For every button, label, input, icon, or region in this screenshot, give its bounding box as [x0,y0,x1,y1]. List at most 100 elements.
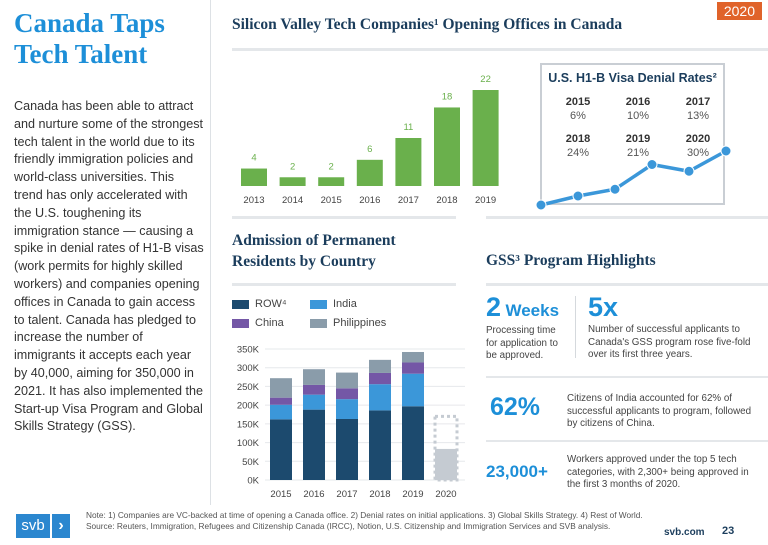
residents-stacked-chart: 0K 50K 100K 150K 200K 250K 300K 350K 2015 2016 201… [237,345,465,500]
page-number: 23 [722,525,735,537]
bar-segment [402,362,424,374]
bar-segment [303,384,325,395]
bar [472,90,499,186]
footnote-note: Note: 1) Companies are VC-backed at time… [86,510,643,520]
bar-segment [270,397,292,405]
gss-weeks: 2 Weeks Processing time for application … [486,292,560,361]
bar-segment [336,399,358,419]
divider [486,216,768,219]
y-tick-label: 150K [237,419,260,430]
x-tick-label: 2018 [436,195,457,206]
x-tick-label: 2015 [321,195,342,206]
bar-segment [402,351,424,363]
legend-china: China [232,314,310,333]
x-tick-label: 2018 [369,489,390,500]
legend-row: ROW⁴ [232,295,310,314]
bar-segment [270,378,292,398]
y-tick-label: 0K [247,476,259,487]
gss-india-text: Citizens of India accounted for 62% of s… [567,393,752,429]
residents-chart-title: Admission of Permanent Residents by Coun… [232,232,396,270]
data-point [535,199,547,211]
bar [434,107,460,186]
bar [356,159,383,186]
denial-rate-cell: 2017 13% [685,96,711,122]
bar-segment [435,448,457,480]
denial-rate-cell: 2015 6% [565,96,591,122]
offices-chart-title: Silicon Valley Tech Companies¹ Opening O… [232,16,623,33]
gss-fivefold: 5x Number of successful applicants to Ca… [588,292,751,360]
x-tick-label: 2016 [303,489,324,500]
x-tick-label: 2017 [398,195,419,206]
data-point [609,183,621,195]
gss-india-stat: 62% [490,393,541,421]
y-tick-label: 100K [237,438,260,449]
legend-philippines: Philippines [310,317,386,329]
y-tick-label: 50K [242,457,260,468]
bar-segment [369,359,391,373]
bar-segment [336,418,358,480]
offices-bar-chart: 4 2013 2 2014 2 2015 6 2016 11 2017 18 2018 22 2019 [241,74,499,206]
denial-rate-cell: 2020 30% [685,133,711,159]
divider [232,216,456,219]
data-label: 11 [403,122,413,133]
x-tick-label: 2016 [359,195,380,206]
legend-india: India [310,298,357,310]
gss-title: GSS³ Program Highlights [486,252,656,269]
bar-segment [369,384,391,411]
divider [486,440,768,442]
bar [241,168,267,186]
legend: ROW⁴ India China Philippines [232,295,472,333]
bar-segment [402,373,424,407]
bar-segment [270,404,292,420]
divider [232,48,768,51]
data-label: 2 [290,161,295,172]
denial-rates-box: U.S. H1-B Visa Denial Rates² 2015 6% 2016 1… [540,63,725,205]
y-tick-label: 350K [237,345,260,356]
bar-segment [303,409,325,480]
data-label: 6 [367,144,372,155]
intro-text: Canada has been able to attract and nurt… [14,99,204,434]
footnotes: Note: 1) Companies are VC-backed at time… [86,510,654,532]
y-tick-label: 200K [237,401,260,412]
page-title: Canada Taps Tech Talent [14,8,165,69]
data-label: 4 [251,153,256,164]
y-tick-label: 300K [237,363,260,374]
data-point [720,145,732,157]
data-point [683,165,695,177]
data-label: 2 [329,161,334,172]
denial-rate-cell: 2019 21% [625,133,651,159]
data-point [646,159,658,170]
divider [210,0,211,505]
divider [486,283,768,286]
denial-line [540,149,727,207]
svb-logo: svb › [16,514,70,538]
x-tick-label: 2017 [336,489,357,500]
x-tick-label: 2015 [270,489,291,500]
bar-segment [303,394,325,410]
bar-segment [336,388,358,400]
denial-rates-line [535,145,732,211]
denial-rate-cell: 2016 10% [625,96,651,122]
site-link[interactable]: svb.com [664,527,705,538]
bar-segment [369,372,391,385]
footnote-source: Source: Reuters, Immigration, Refugees a… [86,521,611,531]
x-tick-label: 2013 [243,195,264,206]
x-tick-label: 2019 [402,489,423,500]
data-point [572,190,584,202]
divider [486,376,768,378]
chevron-right-icon: › [52,514,70,538]
data-label: 22 [480,74,491,85]
bar [395,138,422,186]
bar [279,177,306,186]
bar [318,177,345,186]
divider [575,296,576,358]
x-tick-label: 2020 [435,489,456,500]
bar-segment [303,369,325,385]
x-tick-label: 2019 [475,195,496,206]
bar-segment [270,419,292,480]
gss-workers-text: Workers approved under the top 5 tech ca… [567,454,749,490]
denial-rate-cell: 2018 24% [565,133,591,159]
x-tick-label: 2014 [282,195,303,206]
divider [232,283,456,286]
data-label: 18 [442,91,453,102]
